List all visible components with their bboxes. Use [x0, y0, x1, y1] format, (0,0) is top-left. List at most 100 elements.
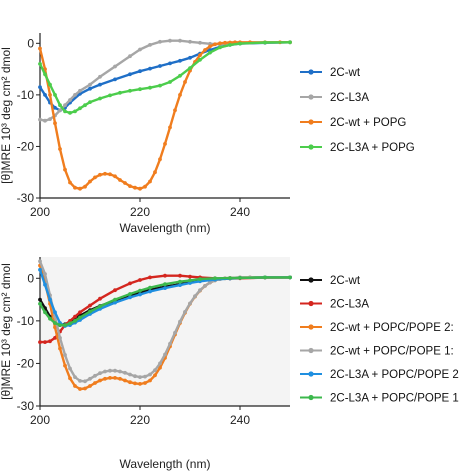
data-point — [198, 53, 202, 58]
data-point — [163, 286, 167, 290]
data-point — [168, 125, 172, 130]
data-point — [288, 275, 292, 280]
legend-label: 2C-L3A + POPG — [330, 142, 415, 154]
data-point — [168, 38, 172, 43]
data-point — [53, 93, 57, 97]
data-point — [113, 368, 117, 373]
data-point — [108, 93, 112, 98]
data-point — [58, 346, 62, 351]
data-point — [218, 45, 222, 50]
data-point — [118, 376, 122, 381]
data-point — [53, 321, 57, 325]
data-point — [78, 88, 82, 93]
legend-label: 2C-wt + POPC/POPE 2: — [330, 322, 454, 334]
data-point — [43, 72, 47, 77]
legend-marker — [308, 371, 314, 377]
data-point — [163, 282, 167, 287]
data-point — [53, 325, 57, 330]
data-point — [68, 366, 72, 371]
data-point — [198, 57, 202, 62]
x-tick-label: 220 — [130, 205, 150, 219]
legend-label: 2C-wt + POPC/POPE 1: — [330, 346, 454, 358]
data-point — [228, 276, 232, 280]
x-tick-label: 220 — [130, 413, 150, 427]
data-point — [148, 289, 152, 294]
data-point — [128, 380, 132, 385]
data-point — [68, 98, 72, 102]
data-point — [203, 284, 207, 288]
data-point — [43, 93, 47, 97]
legend-label: 2C-L3A + POPC/POPE 1 — [330, 393, 459, 405]
data-point — [138, 382, 142, 386]
data-point — [43, 310, 47, 315]
data-point — [98, 172, 102, 177]
data-point — [153, 170, 157, 175]
y-tick-label: -20 — [17, 356, 35, 370]
data-point — [73, 185, 77, 190]
y-tick-label: -10 — [17, 314, 35, 328]
y-axis-title: [θ]MRE 10³ deg cm² dmol — [0, 263, 13, 400]
data-point — [133, 381, 137, 386]
data-point — [198, 40, 202, 45]
data-point — [48, 316, 52, 321]
data-point — [48, 93, 52, 97]
data-point — [88, 82, 92, 87]
data-point — [63, 363, 67, 368]
y-tick-label: -20 — [17, 139, 35, 153]
x-tick-label: 200 — [30, 413, 50, 427]
data-point — [78, 106, 82, 111]
data-point — [188, 274, 192, 279]
data-point — [153, 373, 157, 378]
legend-label: 2C-wt — [330, 67, 361, 79]
data-point — [178, 93, 182, 97]
data-point — [88, 303, 92, 308]
data-point — [143, 381, 147, 385]
data-point — [43, 282, 47, 287]
data-point — [103, 171, 107, 176]
data-point — [263, 40, 267, 45]
data-point — [38, 340, 42, 344]
legend-marker — [308, 394, 314, 401]
data-point — [63, 167, 67, 172]
data-point — [53, 105, 57, 110]
data-point — [193, 294, 197, 299]
data-point — [73, 375, 77, 379]
data-point — [78, 186, 82, 191]
data-point — [148, 66, 152, 71]
y-tick-label: -30 — [17, 191, 35, 205]
data-point — [208, 50, 212, 55]
data-point — [58, 147, 62, 151]
data-point — [133, 185, 137, 190]
data-point — [168, 80, 172, 84]
legend-marker — [308, 69, 314, 75]
data-point — [118, 178, 122, 182]
data-point — [113, 300, 117, 305]
data-point — [163, 352, 167, 357]
data-point — [148, 275, 152, 280]
data-point — [128, 281, 132, 286]
data-point — [148, 85, 152, 90]
data-point — [108, 368, 112, 373]
data-point — [173, 330, 177, 335]
series-line — [38, 41, 292, 112]
data-point — [178, 319, 182, 324]
data-point — [203, 48, 207, 52]
data-point — [118, 369, 122, 374]
data-point — [38, 85, 42, 89]
data-point — [58, 336, 62, 340]
data-point — [123, 378, 127, 383]
data-point — [148, 179, 152, 184]
data-point — [73, 109, 77, 114]
y-tick-label: -30 — [17, 399, 35, 413]
data-point — [178, 283, 182, 287]
data-point — [128, 184, 132, 189]
data-point — [58, 103, 62, 108]
data-point — [98, 96, 102, 101]
data-point — [148, 378, 152, 383]
data-point — [133, 374, 137, 379]
data-point — [143, 184, 147, 189]
data-point — [88, 309, 92, 314]
data-point — [238, 41, 242, 46]
